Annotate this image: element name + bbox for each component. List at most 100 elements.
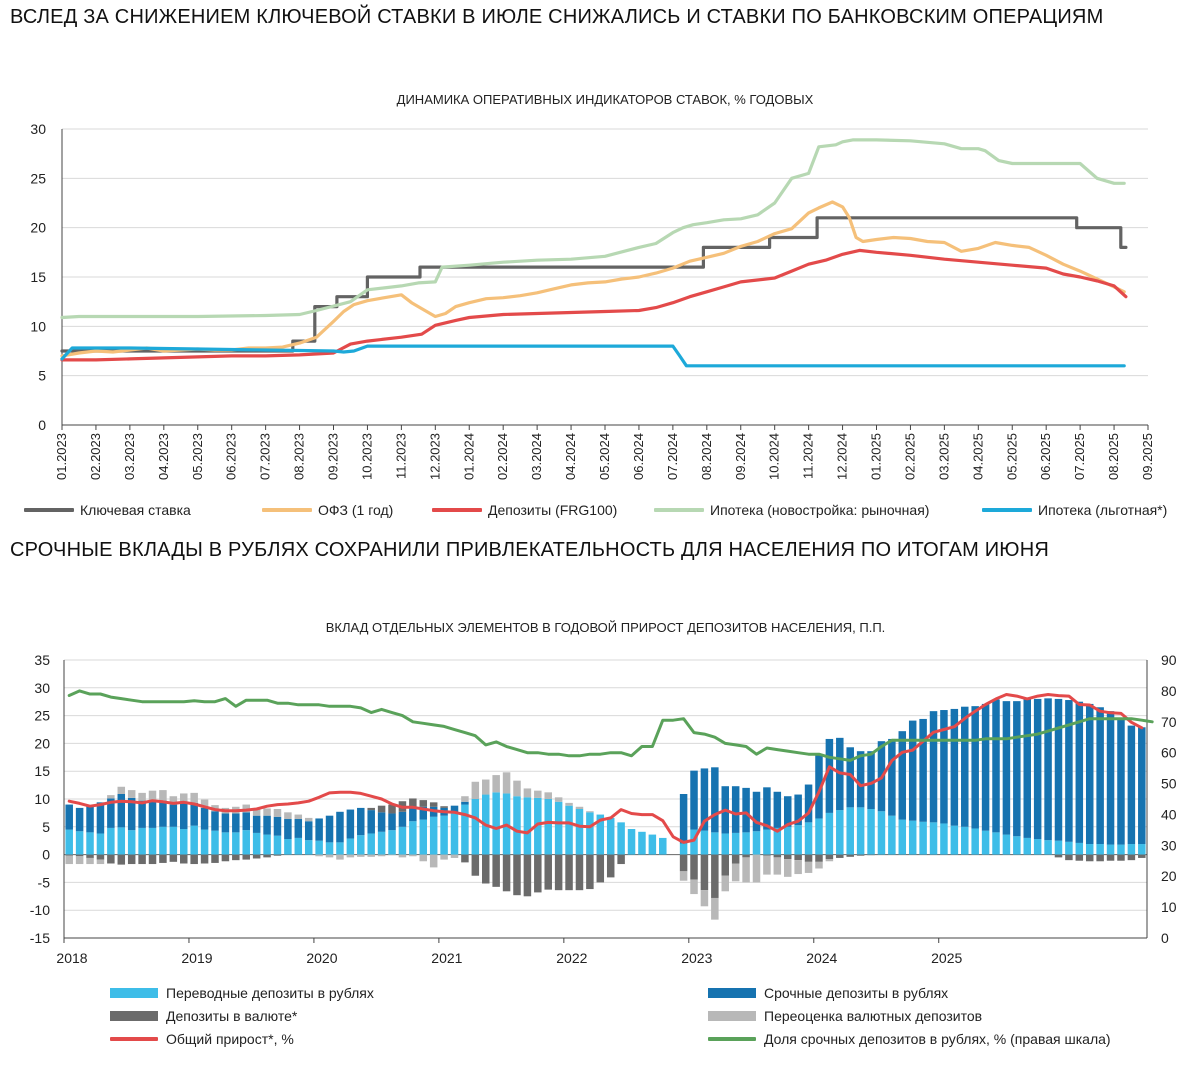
bar-segment-2	[1106, 854, 1115, 861]
bar-segment-1	[700, 768, 709, 831]
series-line-2	[60, 248, 1128, 362]
bar-segment-1	[200, 807, 209, 830]
bar-segment-0	[1044, 840, 1052, 855]
bar-segment-0	[200, 829, 209, 855]
bar-segment-0	[325, 842, 334, 855]
bar-segment-2	[1075, 854, 1084, 861]
x-tick-label: 09.2023	[326, 433, 341, 480]
bar-segment-3	[700, 890, 709, 907]
bar-segment-3	[502, 772, 511, 794]
bar-segment-0	[398, 826, 407, 855]
legend-label: Общий прирост*, %	[166, 1031, 294, 1047]
y2-tick-label: 0	[1161, 930, 1169, 946]
bar-segment-2	[523, 854, 532, 897]
bar-segment-0	[1096, 844, 1104, 855]
bar-segment-3	[336, 854, 344, 860]
bar-segment-3	[180, 793, 188, 803]
bar-segment-0	[690, 829, 698, 855]
y-tick-label: 30	[34, 680, 50, 696]
bar-segment-2	[731, 854, 740, 864]
bar-segment-1	[96, 802, 105, 834]
bar-segment-0	[86, 832, 94, 855]
bar-segment-0	[221, 832, 230, 855]
bar-segment-0	[1138, 844, 1146, 855]
bar-segment-0	[804, 822, 813, 855]
bar-segment-2	[836, 854, 844, 858]
bar-segment-0	[471, 799, 480, 855]
bar-segment-0	[419, 819, 428, 855]
bar-segment-0	[1065, 841, 1073, 855]
bar-segment-1	[180, 802, 188, 830]
legend-swatch	[432, 508, 482, 512]
bar-segment-1	[117, 794, 126, 828]
bar-segment-2	[856, 854, 865, 856]
y-tick-label: 20	[30, 220, 46, 236]
bar-segment-1	[1002, 701, 1011, 835]
bar-segment-0	[180, 829, 188, 855]
bar-segment-0	[700, 830, 709, 855]
bar-segment-0	[138, 827, 146, 855]
bar-segment-3	[377, 854, 386, 857]
bar-segment-1	[773, 791, 782, 828]
bar-segment-3	[742, 857, 750, 883]
bar-segment-0	[1075, 842, 1084, 855]
legend-swatch	[654, 508, 704, 512]
bar-segment-1	[398, 811, 407, 827]
bar-segment-1	[336, 811, 344, 843]
bar-segment-3	[75, 856, 84, 865]
bar-segment-0	[898, 819, 907, 855]
legend-item: Переводные депозиты в рублях	[110, 985, 374, 1001]
y-tick-label: -15	[30, 930, 50, 946]
bar-segment-2	[429, 802, 438, 807]
chart-title: ВКЛАД ОТДЕЛЬНЫХ ЭЛЕМЕНТОВ В ГОДОВОЙ ПРИР…	[326, 620, 886, 635]
legend-label: Ипотека (новостройка: рыночная)	[710, 502, 930, 518]
bar-segment-2	[846, 854, 854, 857]
x-tick-label: 04.2024	[563, 433, 578, 480]
bar-segment-3	[325, 854, 334, 858]
x-tick-label: 07.2025	[1072, 433, 1087, 480]
y-tick-label: 20	[34, 735, 50, 751]
bar-segment-2	[440, 806, 448, 808]
x-tick-label: 01.2023	[54, 433, 69, 480]
bar-segment-2	[825, 854, 834, 860]
bar-segment-3	[96, 859, 105, 865]
bar-segment-0	[284, 839, 292, 855]
x-tick-label: 08.2025	[1106, 433, 1121, 480]
bar-segment-3	[794, 860, 802, 875]
bar-segment-3	[815, 861, 823, 869]
y-tick-label: 0	[42, 847, 50, 863]
bar-segment-0	[627, 829, 636, 855]
bar-segment-3	[357, 854, 365, 857]
bar-segment-0	[357, 835, 365, 855]
bar-segment-3	[440, 854, 448, 860]
bar-segment-0	[492, 792, 500, 855]
y2-tick-label: 80	[1161, 683, 1177, 699]
y-tick-label: 35	[34, 652, 50, 668]
bar-segment-1	[971, 706, 979, 829]
bar-segment-3	[471, 781, 480, 799]
bar-segment-1	[409, 806, 417, 822]
bar-segment-1	[825, 738, 834, 813]
y-tick-label: 0	[38, 417, 46, 433]
bar-segment-0	[856, 807, 865, 855]
bar-segment-0	[888, 815, 896, 855]
bar-segment-3	[315, 854, 323, 857]
bar-segment-2	[138, 854, 146, 865]
bar-segment-3	[461, 796, 469, 802]
bar-segment-0	[65, 829, 73, 855]
bar-segment-2	[1117, 854, 1125, 861]
bar-segment-0	[1127, 844, 1136, 855]
bar-segment-3	[429, 854, 438, 868]
series-line-5	[67, 689, 1154, 762]
bar-segment-0	[992, 832, 1000, 855]
bar-segment-0	[721, 833, 730, 855]
bar-segment-3	[294, 814, 303, 820]
legend-label: Депозиты в валюте*	[166, 1008, 298, 1024]
legend-item: Срочные депозиты в рублях	[708, 985, 948, 1001]
bar-segment-1	[1054, 698, 1063, 841]
bar-segment-3	[409, 854, 417, 857]
bar-segment-0	[565, 805, 573, 855]
bar-segment-2	[461, 854, 469, 863]
bar-segment-1	[1065, 700, 1073, 842]
legend-deposits: Переводные депозиты в рублях Срочные депо…	[0, 985, 1200, 1055]
